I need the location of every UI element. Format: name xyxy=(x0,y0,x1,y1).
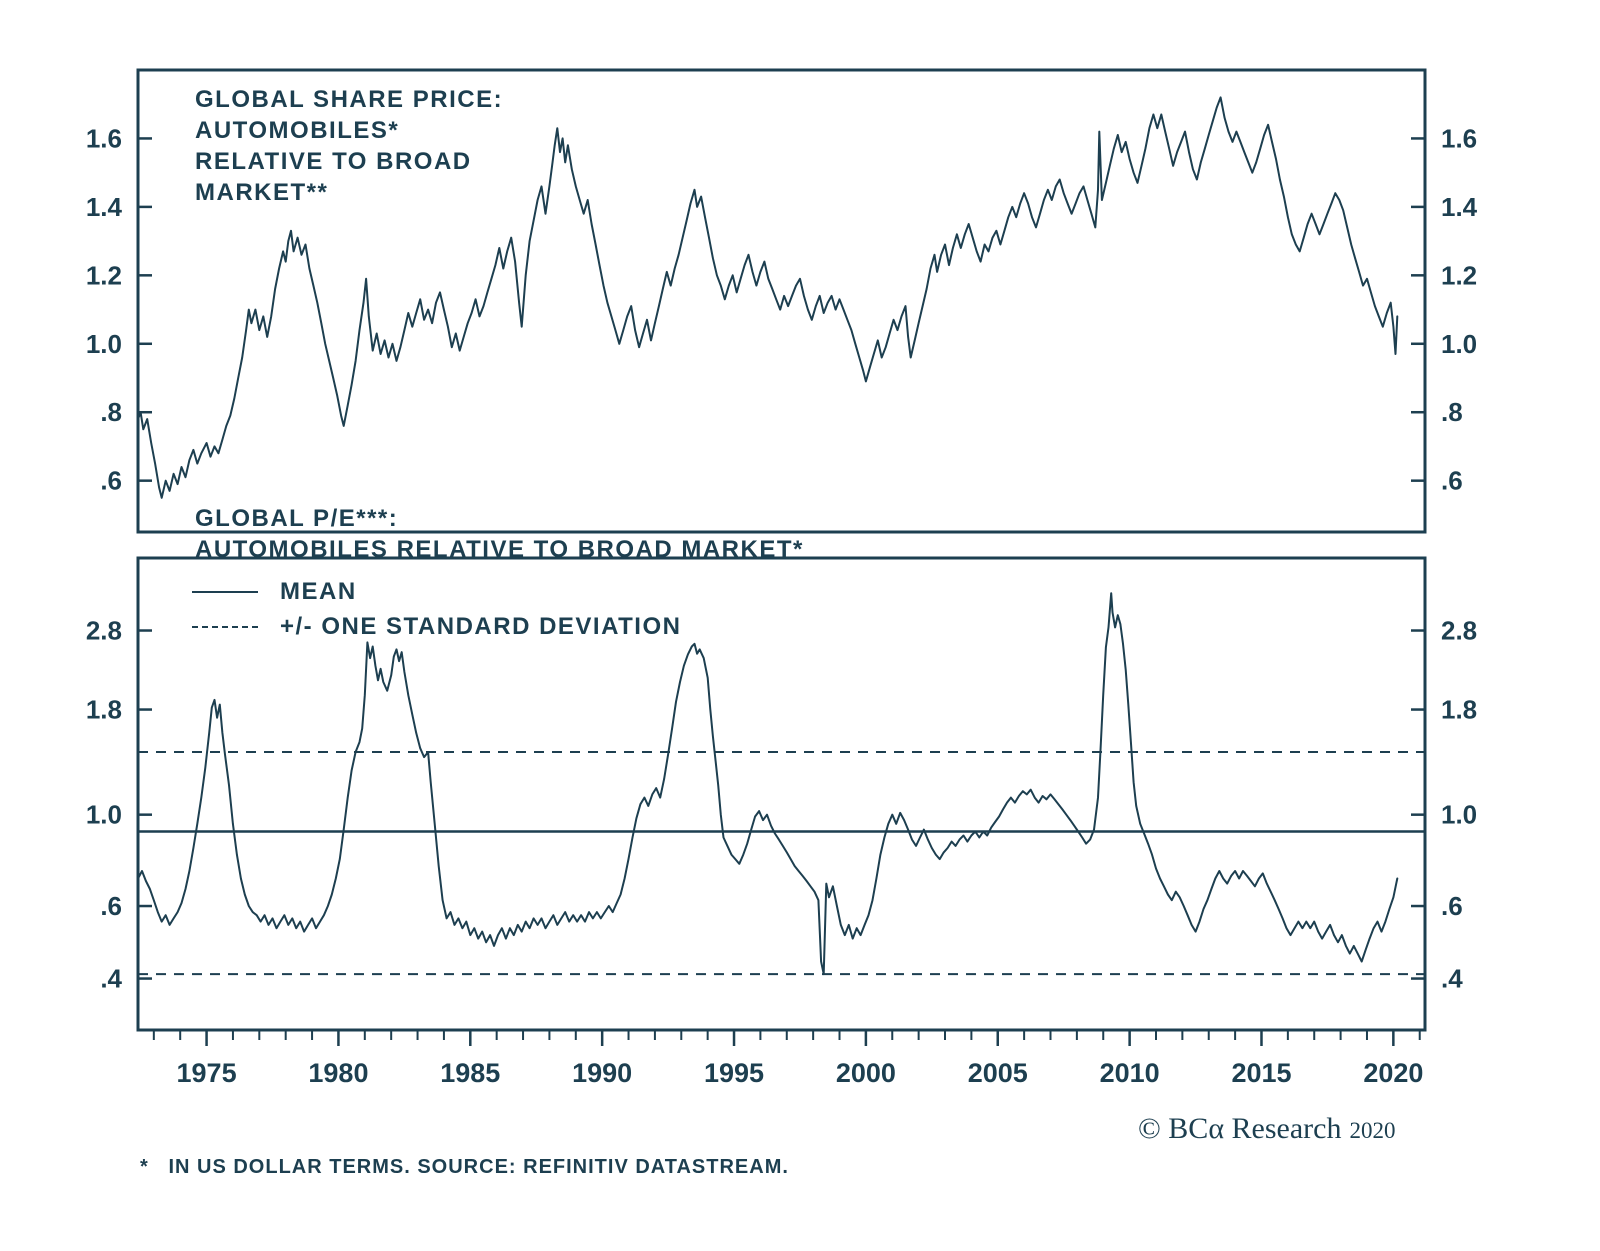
y-tick-label-right: .6 xyxy=(1441,891,1463,921)
legend-label-std: +/- ONE STANDARD DEVIATION xyxy=(280,612,682,640)
footnote-1: * IN US DOLLAR TERMS. SOURCE: REFINITIV … xyxy=(140,1156,789,1178)
y-tick-label-right: .4 xyxy=(1441,964,1463,994)
y-tick-label-right: .6 xyxy=(1441,466,1463,496)
top-title-line-2: AUTOMOBILES* xyxy=(195,117,400,144)
y-tick-label-right: 1.6 xyxy=(1441,123,1477,153)
bottom-panel-title: GLOBAL P/E***: AUTOMOBILES RELATIVE TO B… xyxy=(195,503,804,565)
y-tick-label-left: .8 xyxy=(100,397,122,427)
y-tick-label-right: 1.0 xyxy=(1441,329,1477,359)
y-tick-label-right: 1.0 xyxy=(1441,800,1477,830)
footnote-2: ** SOURCE: MSCI INC. (SEE COPYRIGHT DECL… xyxy=(140,1245,789,1251)
top-title-line-1: GLOBAL SHARE PRICE: xyxy=(195,86,504,113)
x-tick-label: 1975 xyxy=(177,1058,237,1088)
y-tick-label-right: 1.8 xyxy=(1441,695,1477,725)
copyright-year: 2020 xyxy=(1349,1118,1396,1143)
y-tick-label-left: 1.0 xyxy=(86,329,122,359)
x-tick-label: 2020 xyxy=(1363,1058,1423,1088)
y-tick-label-left: 2.8 xyxy=(86,616,122,646)
y-tick-label-right: .8 xyxy=(1441,397,1463,427)
y-tick-label-left: 1.0 xyxy=(86,800,122,830)
x-tick-label: 2010 xyxy=(1100,1058,1160,1088)
legend-label-mean: MEAN xyxy=(280,577,357,605)
mean-line-sample xyxy=(192,590,258,593)
top-title-line-3: RELATIVE TO BROAD xyxy=(195,148,472,175)
pe-relative-series xyxy=(137,592,1399,976)
bottom-title-line-2: AUTOMOBILES RELATIVE TO BROAD MARKET* xyxy=(195,536,804,563)
x-tick-label: 1980 xyxy=(308,1058,368,1088)
y-tick-label-right: 1.2 xyxy=(1441,260,1477,290)
y-tick-label-left: .4 xyxy=(100,964,122,994)
y-tick-label-left: 1.8 xyxy=(86,695,122,725)
copyright: © BCα Research 2020 xyxy=(1138,1112,1395,1146)
std-line-sample xyxy=(192,625,258,628)
x-tick-label: 2005 xyxy=(968,1058,1028,1088)
x-tick-label: 1990 xyxy=(572,1058,632,1088)
x-tick-label: 2015 xyxy=(1231,1058,1291,1088)
share-price-relative-series xyxy=(137,96,1399,499)
y-tick-label-left: 1.2 xyxy=(86,260,122,290)
x-tick-label: 1985 xyxy=(440,1058,500,1088)
legend-item-mean: MEAN xyxy=(192,574,681,609)
y-tick-label-right: 1.4 xyxy=(1441,192,1478,222)
y-tick-label-left: 1.6 xyxy=(86,123,122,153)
x-tick-label: 1995 xyxy=(704,1058,764,1088)
alpha-glyph: α xyxy=(1208,1112,1225,1145)
copyright-prefix: © BC xyxy=(1138,1112,1209,1145)
y-tick-label-left: .6 xyxy=(100,891,122,921)
footnotes: * IN US DOLLAR TERMS. SOURCE: REFINITIV … xyxy=(140,1090,789,1251)
copyright-suffix: Research xyxy=(1224,1112,1342,1145)
panel-frame-bottom xyxy=(136,556,1427,1032)
y-tick-label-left: .6 xyxy=(100,466,122,496)
x-tick-label: 2000 xyxy=(836,1058,896,1088)
top-panel-title: GLOBAL SHARE PRICE: AUTOMOBILES* RELATIV… xyxy=(195,84,503,208)
y-tick-label-right: 2.8 xyxy=(1441,616,1477,646)
bottom-title-line-1: GLOBAL P/E***: xyxy=(195,505,399,532)
y-tick-label-left: 1.4 xyxy=(86,192,123,222)
legend: MEAN +/- ONE STANDARD DEVIATION xyxy=(192,574,681,644)
top-title-line-4: MARKET** xyxy=(195,179,329,206)
legend-item-std: +/- ONE STANDARD DEVIATION xyxy=(192,609,681,644)
panel-frame-top xyxy=(136,68,1427,534)
